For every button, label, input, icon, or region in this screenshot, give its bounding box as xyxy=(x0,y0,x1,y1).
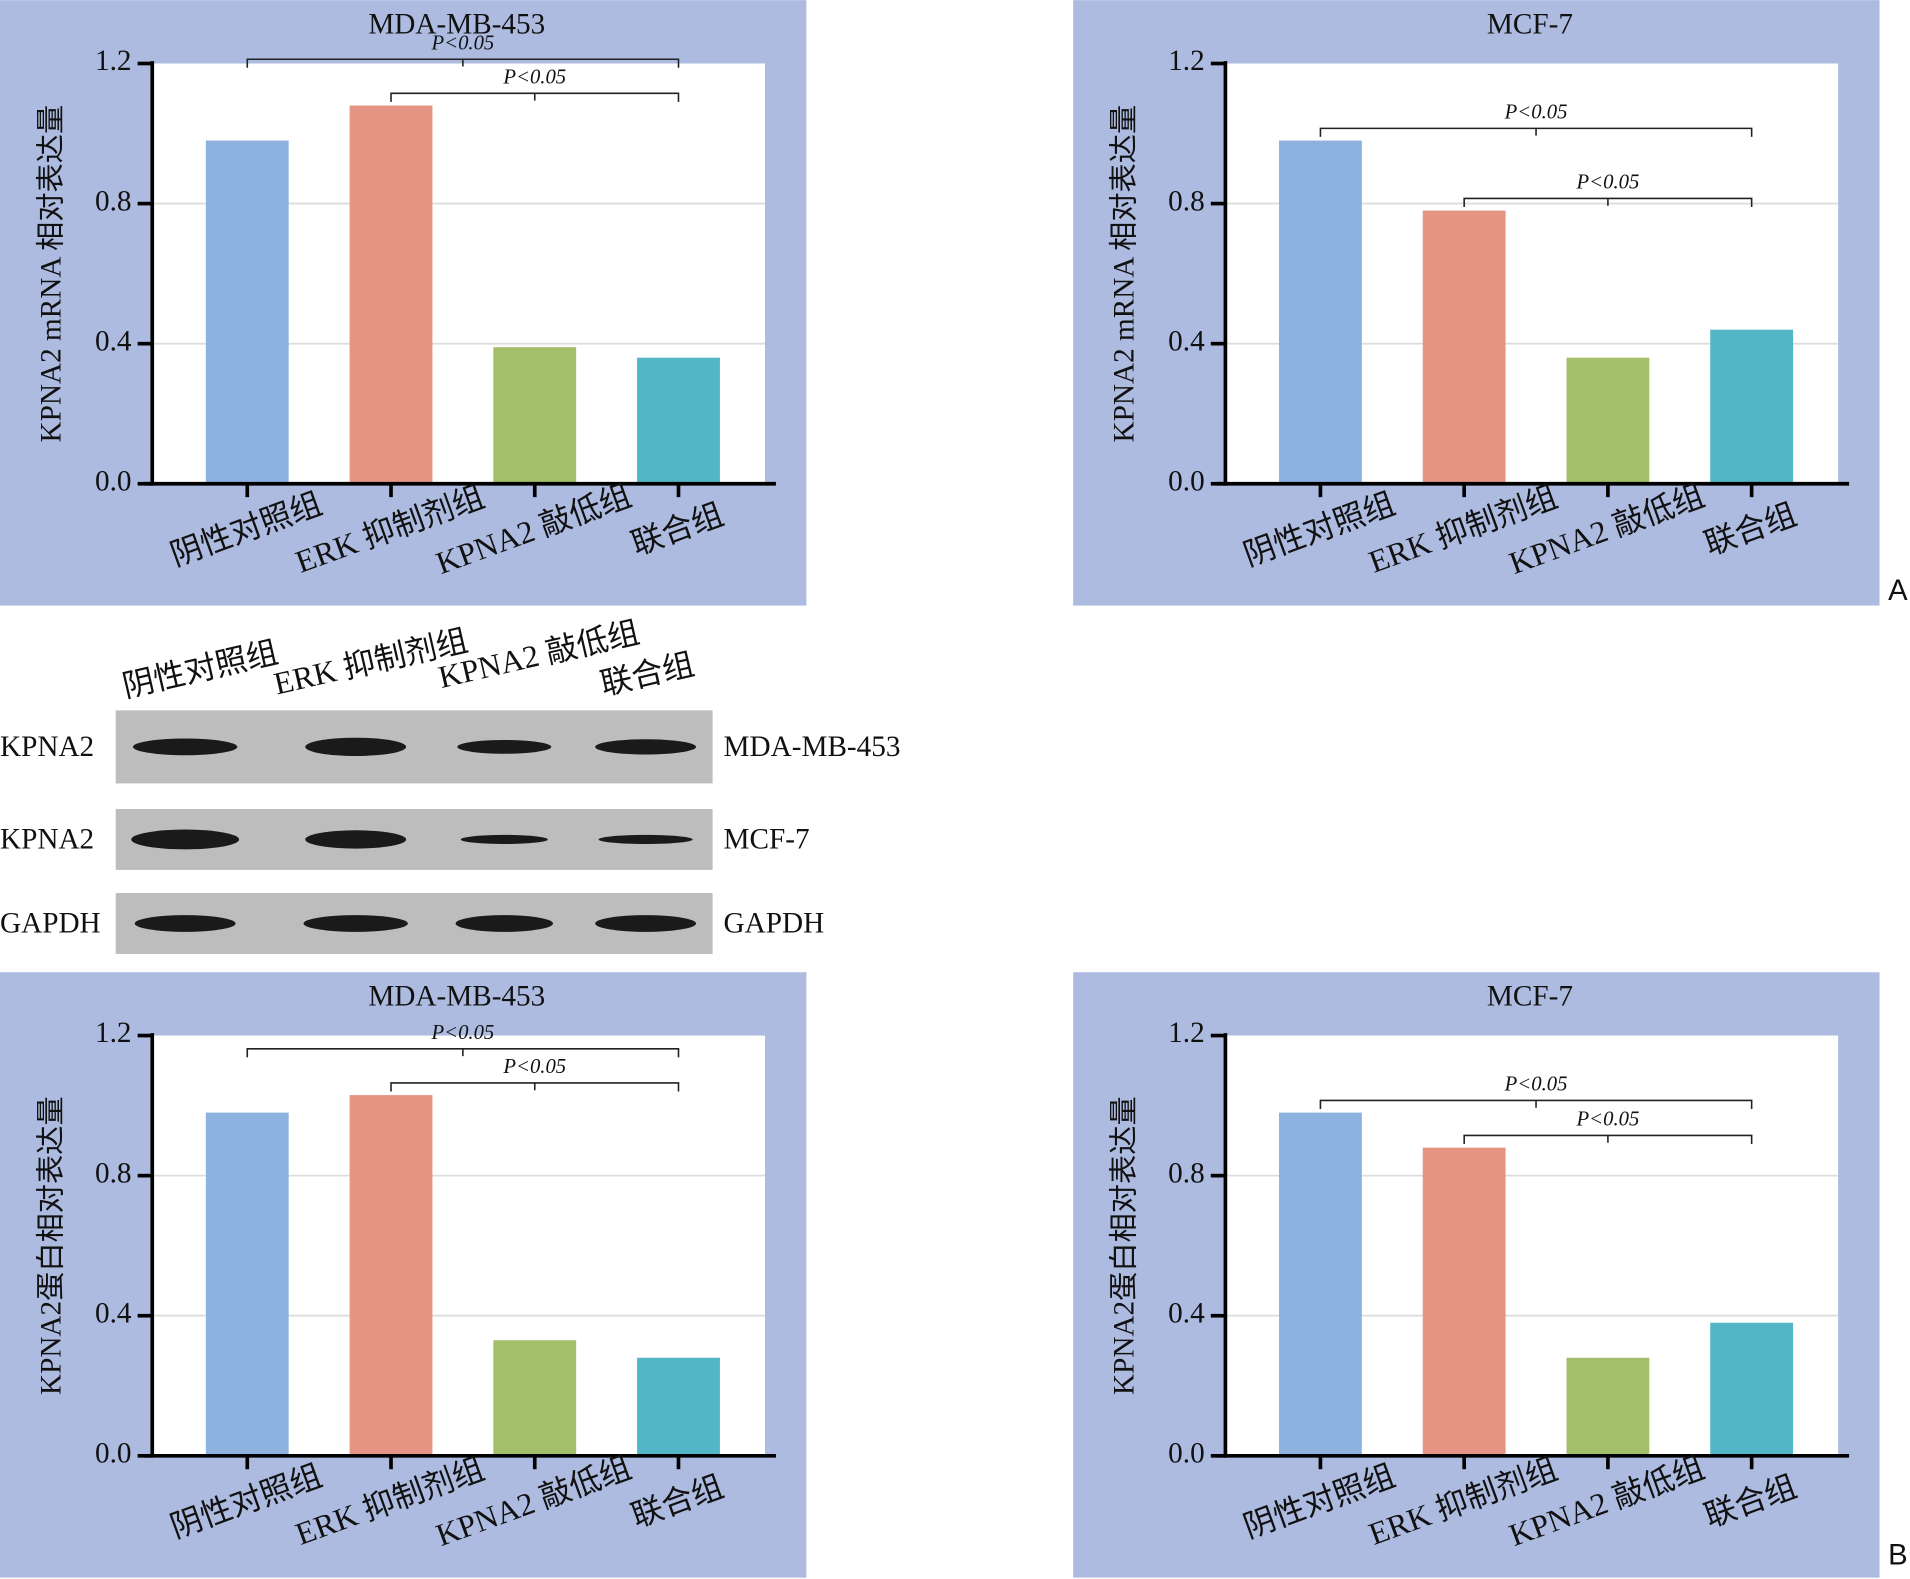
chart-title: MDA-MB-453 xyxy=(368,981,545,1013)
y-tick-label: 0.8 xyxy=(1168,185,1205,217)
y-tick-label: 0.8 xyxy=(1168,1157,1205,1189)
y-tick-label: 0.0 xyxy=(1168,465,1205,497)
significance-bracket: P<0.05 xyxy=(1463,1109,1753,1144)
bracket-line xyxy=(1319,127,1753,137)
significance-bracket: P<0.05 xyxy=(1463,172,1753,207)
bracket-label: P<0.05 xyxy=(1504,1074,1568,1096)
bracket-label: P<0.05 xyxy=(502,1056,566,1078)
cell-line-label: GAPDH xyxy=(724,908,825,940)
bracket-line xyxy=(390,92,680,102)
y-tick-label: 0.4 xyxy=(95,1297,132,1329)
bracket-label: P<0.05 xyxy=(1576,1109,1640,1131)
chart-title: MCF-7 xyxy=(1487,9,1573,41)
bar xyxy=(1279,140,1362,484)
y-tick-label: 0.4 xyxy=(95,325,132,357)
blot-band xyxy=(595,739,697,755)
lane-label: 阴性对照组 xyxy=(119,635,281,705)
bar xyxy=(1710,329,1794,484)
panel-label: B xyxy=(1888,1540,1908,1572)
blot-band xyxy=(134,915,236,932)
bar xyxy=(1422,1147,1506,1456)
y-tick-label: 1.2 xyxy=(1168,45,1205,77)
cell-line-label: MDA-MB-453 xyxy=(724,731,901,763)
bracket-label: P<0.05 xyxy=(1504,102,1568,124)
bar xyxy=(349,1095,433,1456)
y-tick-label: 1.2 xyxy=(1168,1017,1205,1049)
blot-band xyxy=(305,737,407,757)
bar xyxy=(1710,1322,1794,1456)
bracket-line xyxy=(246,58,680,68)
blot-band xyxy=(132,738,238,756)
chart-title: MDA-MB-453 xyxy=(368,9,545,41)
significance-bracket: P<0.05 xyxy=(1319,1074,1753,1109)
bar xyxy=(637,1357,720,1456)
blot-band xyxy=(305,830,407,849)
blot-band xyxy=(303,915,408,932)
bracket-label: P<0.05 xyxy=(1576,172,1640,194)
y-axis-label: KPNA2 mRNA 相对表达量 xyxy=(34,105,67,443)
bar xyxy=(205,140,289,484)
panel-label: A xyxy=(1888,575,1908,607)
y-tick-label: 0.0 xyxy=(1168,1438,1205,1470)
bracket-label: P<0.05 xyxy=(430,32,494,54)
y-tick-label: 0.4 xyxy=(1168,325,1205,357)
significance-bracket: P<0.05 xyxy=(246,32,680,68)
y-tick-label: 0.8 xyxy=(95,1157,132,1189)
bar xyxy=(493,347,577,484)
bracket-line xyxy=(246,1048,680,1058)
bracket-line xyxy=(1463,1134,1753,1144)
blot-band xyxy=(598,834,693,845)
bracket-label: P<0.05 xyxy=(502,66,566,88)
bar xyxy=(1566,357,1650,484)
bracket-label: P<0.05 xyxy=(430,1022,494,1044)
blot-band xyxy=(460,834,548,845)
significance-bracket: P<0.05 xyxy=(390,1056,680,1092)
significance-bracket: P<0.05 xyxy=(1319,102,1753,137)
y-tick-label: 0.0 xyxy=(95,465,132,497)
y-axis-label: KPNA2蛋白相对表达量 xyxy=(34,1096,67,1395)
y-tick-label: 0.4 xyxy=(1168,1297,1205,1329)
blot-band xyxy=(131,829,240,850)
bar xyxy=(1279,1112,1362,1456)
bar xyxy=(205,1112,289,1456)
chart-title: MCF-7 xyxy=(1487,981,1573,1013)
y-tick-label: 0.0 xyxy=(95,1438,132,1470)
row-label: KPNA2 xyxy=(0,824,94,856)
bar xyxy=(493,1340,577,1456)
blot-band xyxy=(457,740,552,754)
bracket-line xyxy=(1463,197,1753,207)
significance-bracket: P<0.05 xyxy=(390,66,680,102)
chart: MDA-MB-453KPNA2蛋白相对表达量0.00.40.81.2阴性对照组E… xyxy=(0,972,807,1578)
y-axis-label: KPNA2蛋白相对表达量 xyxy=(1107,1096,1140,1395)
bar xyxy=(637,357,720,484)
bracket-line xyxy=(390,1082,680,1092)
cell-line-label: MCF-7 xyxy=(724,824,810,856)
y-tick-label: 1.2 xyxy=(95,45,132,77)
row-label: KPNA2 xyxy=(0,731,94,763)
y-tick-label: 1.2 xyxy=(95,1017,132,1049)
bracket-line xyxy=(1319,1099,1753,1109)
bar xyxy=(1422,210,1506,484)
blot-band xyxy=(595,915,697,932)
blot-band xyxy=(455,915,554,932)
bar xyxy=(1566,1357,1650,1456)
bar xyxy=(349,105,433,484)
row-label: GAPDH xyxy=(0,908,101,940)
y-tick-label: 0.8 xyxy=(95,185,132,217)
y-axis-label: KPNA2 mRNA 相对表达量 xyxy=(1107,105,1140,443)
significance-bracket: P<0.05 xyxy=(246,1022,680,1058)
